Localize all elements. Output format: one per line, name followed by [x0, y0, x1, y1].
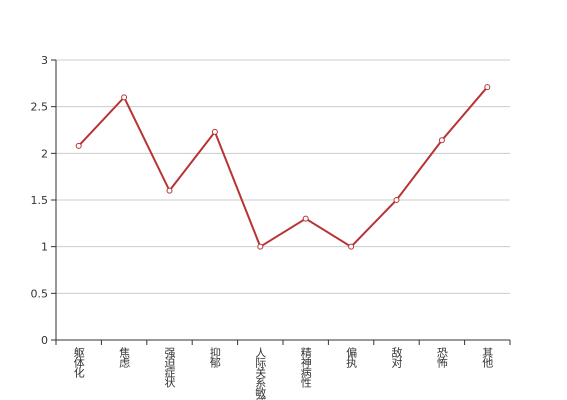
- y-tick-label: 3: [41, 54, 48, 67]
- y-tick-label: 2: [41, 147, 48, 160]
- y-tick-label: 0.5: [31, 287, 49, 300]
- x-tick-label: 人际关系敏感: [254, 347, 267, 400]
- point: [121, 94, 128, 101]
- y-tick-label: 2.5: [31, 101, 49, 114]
- point: [348, 243, 355, 250]
- point: [211, 128, 218, 135]
- y-tick-label: 1: [41, 241, 48, 254]
- x-tick-label: 抑郁: [208, 346, 221, 368]
- point: [257, 243, 264, 250]
- y-tick-label: 1.5: [31, 194, 49, 207]
- point: [393, 197, 400, 203]
- x-tick-label: 焦虑: [118, 347, 131, 368]
- x-tick-label: 敌对: [390, 346, 403, 368]
- x-tick-label: 偏执: [345, 346, 358, 369]
- y-tick-label: 0: [41, 334, 48, 347]
- x-tick-label: 其他: [481, 347, 494, 368]
- x-tick-label: 躯体化: [72, 347, 85, 379]
- line: [77, 86, 489, 249]
- x-tick-label: 精神病性: [299, 347, 312, 389]
- point: [166, 187, 173, 194]
- point: [484, 84, 491, 91]
- x-tick-label: 强迫症状: [163, 347, 176, 388]
- point: [302, 215, 309, 222]
- point: [438, 137, 445, 144]
- point: [75, 142, 82, 149]
- x-tick-label: 恐怖: [435, 347, 448, 368]
